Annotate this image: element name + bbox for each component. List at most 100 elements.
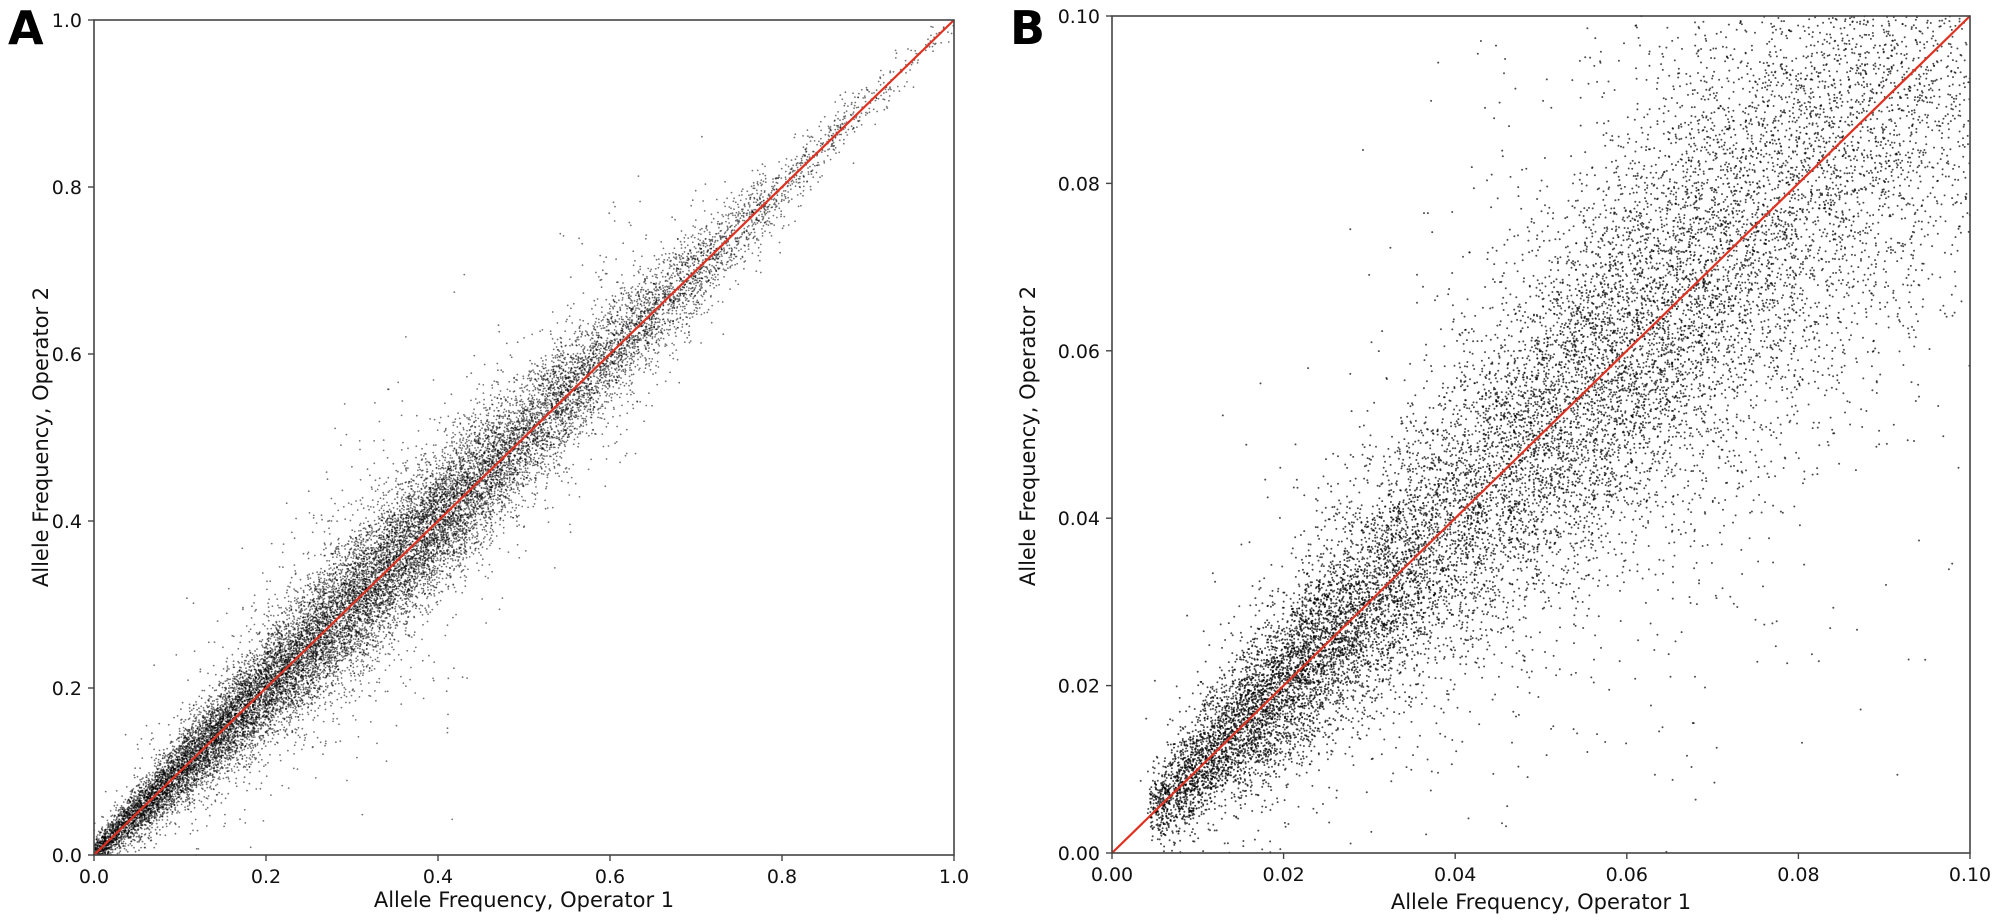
- scatter-point: [253, 713, 255, 715]
- scatter-point: [579, 433, 581, 435]
- scatter-point: [349, 621, 351, 623]
- scatter-point: [686, 259, 688, 261]
- scatter-point: [457, 564, 459, 566]
- scatter-point: [618, 299, 620, 301]
- scatter-point: [736, 247, 738, 249]
- scatter-point: [415, 457, 417, 459]
- scatter-point: [627, 356, 629, 358]
- scatter-point: [549, 422, 551, 424]
- scatter-point: [573, 443, 575, 445]
- scatter-point: [713, 287, 715, 289]
- scatter-point: [374, 402, 376, 404]
- scatter-point: [807, 129, 809, 131]
- scatter-point: [625, 455, 627, 457]
- scatter-point: [313, 515, 315, 517]
- scatter-point: [525, 484, 527, 486]
- scatter-point: [720, 254, 722, 256]
- scatter-point: [290, 706, 292, 708]
- scatter-point: [810, 186, 812, 188]
- scatter-point: [362, 625, 364, 627]
- scatter-point: [369, 626, 371, 628]
- scatter-point: [204, 790, 206, 792]
- scatter-point: [325, 547, 327, 549]
- scatter-point: [501, 511, 503, 513]
- scatter-point: [341, 682, 343, 684]
- scatter-point: [249, 772, 251, 774]
- scatter-point: [591, 422, 593, 424]
- scatter-point: [356, 757, 358, 759]
- scatter-point: [355, 646, 357, 648]
- scatter-point: [773, 215, 775, 217]
- scatter-point: [310, 710, 312, 712]
- scatter-point: [599, 407, 601, 409]
- scatter-point: [514, 480, 516, 482]
- scatter-point: [505, 483, 507, 485]
- scatter-point: [181, 736, 183, 738]
- scatter-point: [375, 490, 377, 492]
- scatter-point: [773, 224, 775, 226]
- scatter-point: [470, 523, 472, 525]
- scatter-point: [602, 269, 604, 271]
- scatter-point: [674, 247, 676, 249]
- scatter-point: [453, 465, 455, 467]
- scatter-point: [486, 500, 488, 502]
- scatter-point: [226, 747, 228, 749]
- scatter-point: [641, 300, 643, 302]
- scatter-point: [419, 608, 421, 610]
- scatter-point: [728, 222, 730, 224]
- scatter-point: [447, 529, 449, 531]
- scatter-point: [319, 574, 321, 576]
- scatter-point: [317, 595, 319, 597]
- scatter-point: [405, 336, 407, 338]
- scatter-point: [399, 621, 401, 623]
- scatter-point: [359, 550, 361, 552]
- scatter-point: [541, 426, 543, 428]
- scatter-point: [360, 683, 362, 685]
- scatter-point: [723, 252, 725, 254]
- scatter-point: [558, 475, 560, 477]
- scatter-point: [532, 383, 534, 385]
- scatter-point: [581, 243, 583, 245]
- scatter-point: [507, 511, 509, 513]
- scatter-point: [264, 691, 266, 693]
- scatter-point: [462, 427, 464, 429]
- scatter-point: [354, 531, 356, 533]
- scatter-point: [258, 761, 260, 763]
- scatter-point: [783, 199, 785, 201]
- scatter-point: [763, 181, 765, 183]
- scatter-point: [493, 531, 495, 533]
- scatter-point: [433, 593, 435, 595]
- scatter-point: [654, 352, 656, 354]
- scatter-point: [749, 213, 751, 215]
- scatter-point: [99, 834, 101, 836]
- scatter-point: [467, 460, 469, 462]
- scatter-point: [733, 197, 735, 199]
- scatter-point: [450, 558, 452, 560]
- scatter-point: [415, 483, 417, 485]
- scatter-point: [451, 393, 453, 395]
- scatter-point: [488, 489, 490, 491]
- scatter-point: [300, 647, 302, 649]
- scatter-point: [541, 473, 543, 475]
- scatter-point: [701, 285, 703, 287]
- scatter-point: [281, 630, 283, 632]
- scatter-point: [752, 187, 754, 189]
- scatter-point: [748, 194, 750, 196]
- scatter-point: [547, 427, 549, 429]
- scatter-point: [683, 237, 685, 239]
- scatter-point: [212, 700, 214, 702]
- scatter-point: [473, 463, 475, 465]
- scatter-point: [757, 170, 759, 172]
- scatter-point: [179, 728, 181, 730]
- scatter-point: [711, 239, 713, 241]
- scatter-point: [520, 449, 522, 451]
- scatter-point: [615, 295, 617, 297]
- scatter-point: [277, 639, 279, 641]
- scatter-point: [579, 395, 581, 397]
- scatter-point: [283, 729, 285, 731]
- scatter-point: [446, 434, 448, 436]
- scatter-point: [650, 369, 652, 371]
- scatter-point: [153, 664, 155, 666]
- scatter-point: [363, 522, 365, 524]
- scatter-point: [221, 793, 223, 795]
